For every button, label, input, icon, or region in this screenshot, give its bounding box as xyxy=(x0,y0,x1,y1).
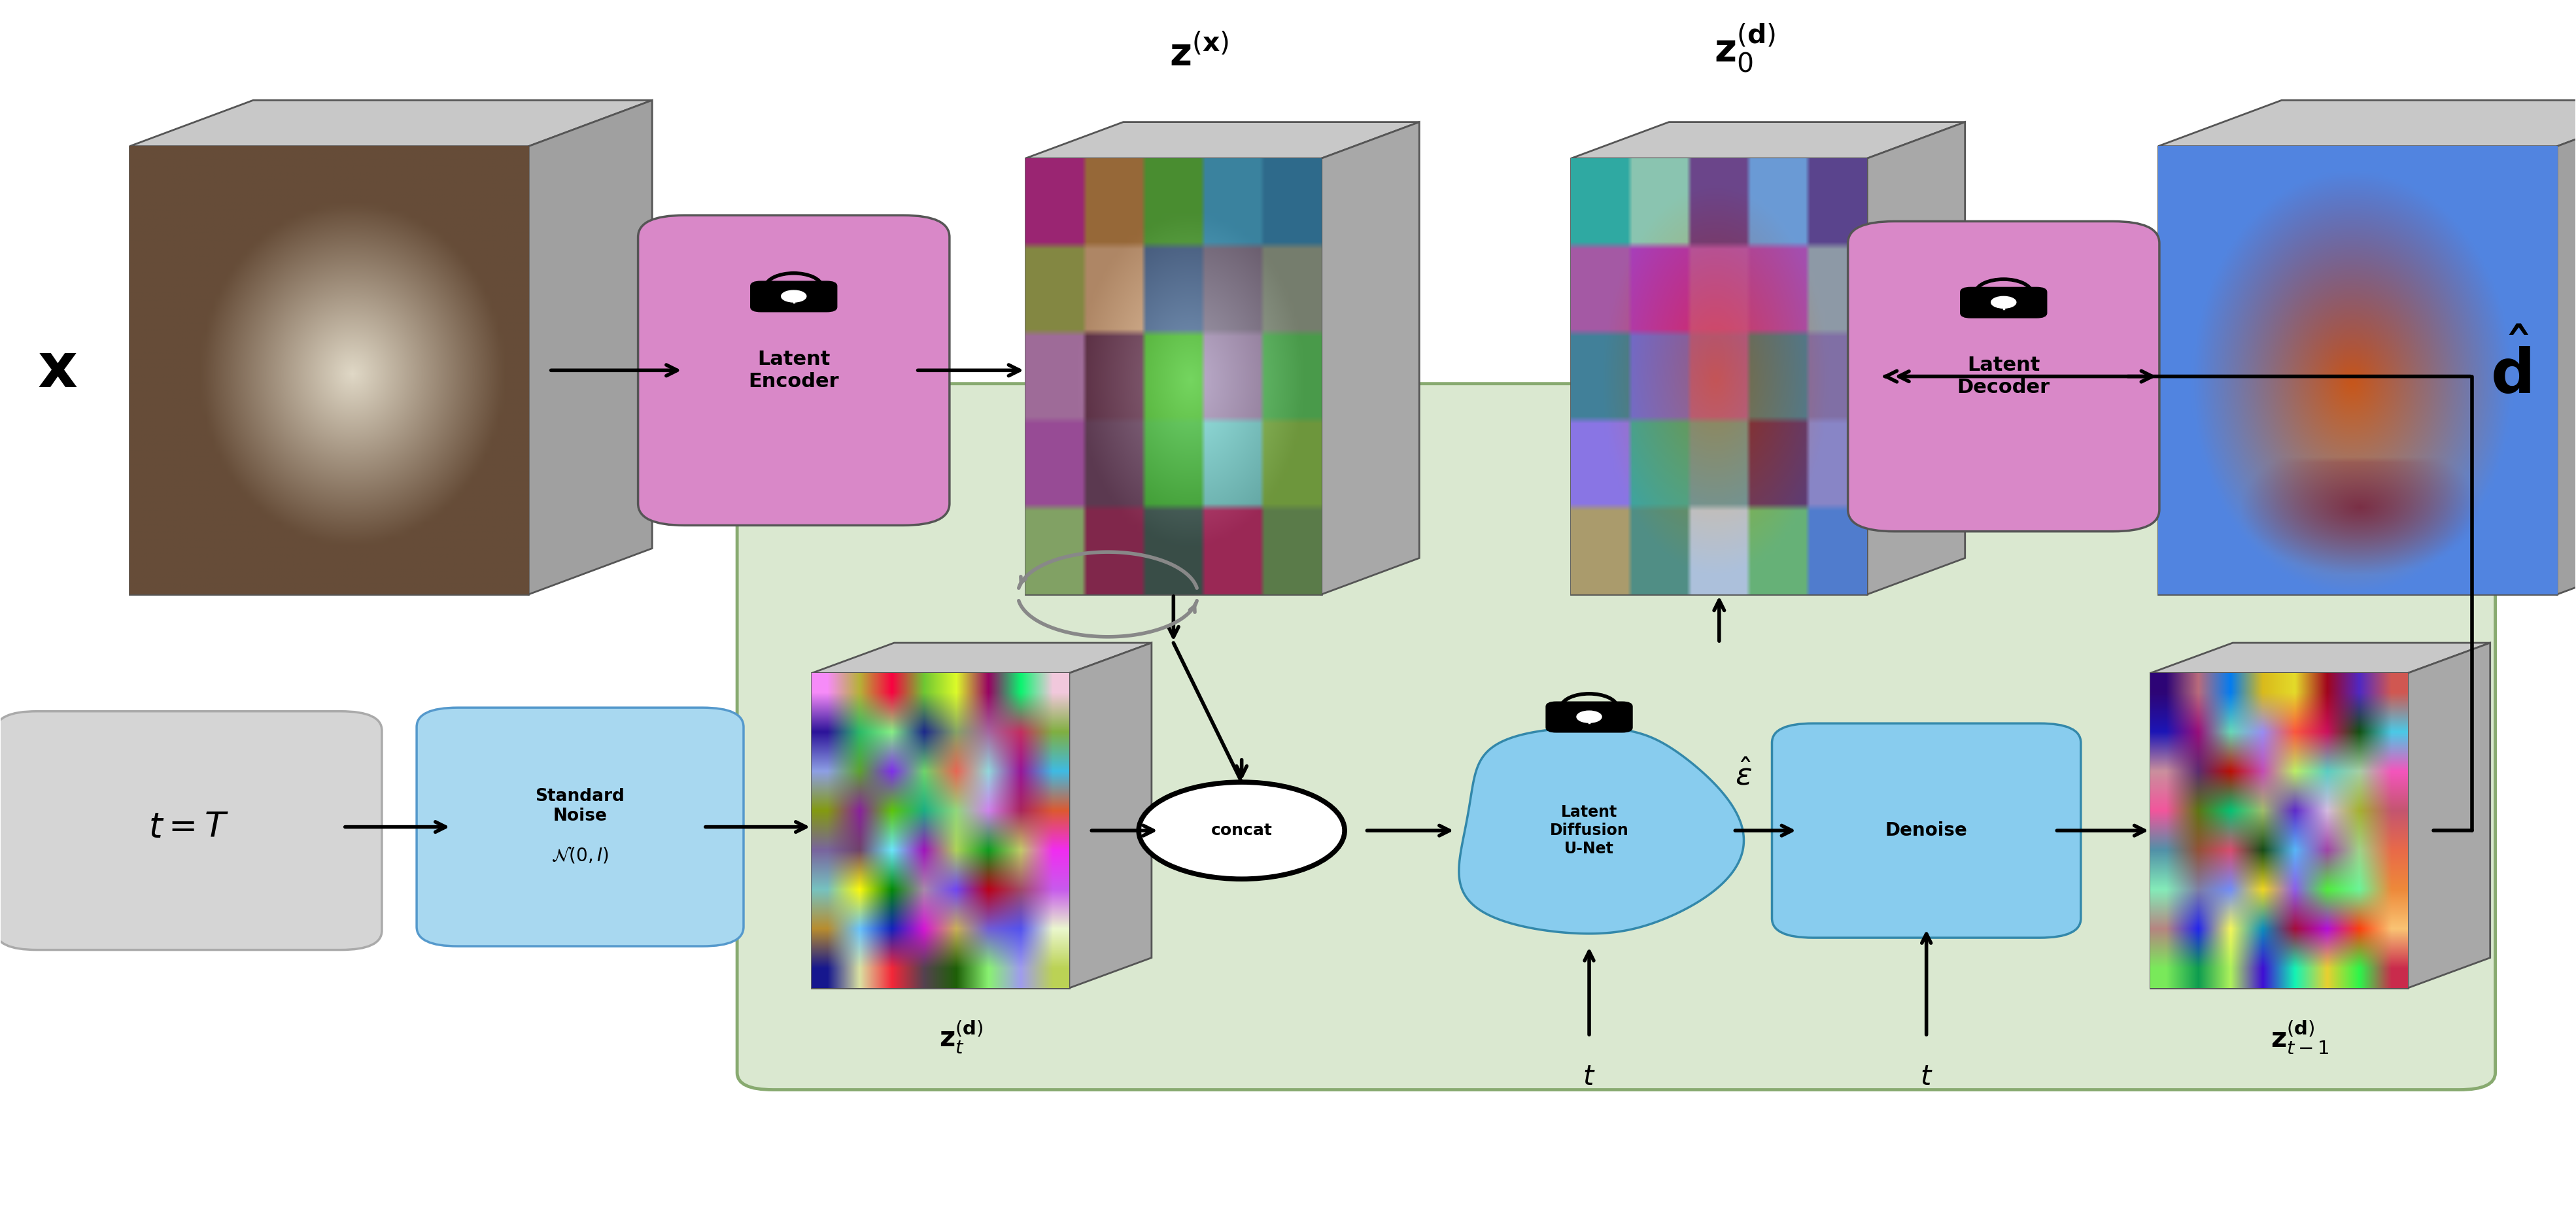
Polygon shape xyxy=(129,101,652,147)
Text: $t = T$: $t = T$ xyxy=(149,810,229,844)
Text: Denoise: Denoise xyxy=(1886,821,1968,839)
Text: Latent
Diffusion
U-Net: Latent Diffusion U-Net xyxy=(1551,804,1628,856)
FancyBboxPatch shape xyxy=(0,711,381,950)
Text: $\hat{\epsilon}$: $\hat{\epsilon}$ xyxy=(1736,761,1752,792)
Polygon shape xyxy=(2159,147,2558,594)
FancyBboxPatch shape xyxy=(639,215,951,525)
Polygon shape xyxy=(1321,123,1419,594)
Text: $\mathcal{N}(0, I)$: $\mathcal{N}(0, I)$ xyxy=(551,845,608,865)
FancyBboxPatch shape xyxy=(750,281,837,312)
Text: Latent
Encoder: Latent Encoder xyxy=(750,349,840,391)
Circle shape xyxy=(1991,296,2017,308)
FancyBboxPatch shape xyxy=(417,707,744,946)
Polygon shape xyxy=(129,147,528,594)
Text: $\hat{\mathbf{d}}$: $\hat{\mathbf{d}}$ xyxy=(2491,334,2532,406)
Polygon shape xyxy=(2409,643,2491,989)
Text: $t$: $t$ xyxy=(1582,1063,1595,1090)
Text: $\mathbf{z}^{(\mathbf{x})}$: $\mathbf{z}^{(\mathbf{x})}$ xyxy=(1170,35,1229,74)
Circle shape xyxy=(781,290,806,302)
Polygon shape xyxy=(1069,643,1151,989)
Polygon shape xyxy=(1868,123,1965,594)
Polygon shape xyxy=(811,643,1151,673)
Text: $\mathbf{z}_0^{(\mathbf{d})}$: $\mathbf{z}_0^{(\mathbf{d})}$ xyxy=(1713,22,1775,74)
FancyBboxPatch shape xyxy=(737,383,2496,1089)
Polygon shape xyxy=(2159,101,2576,147)
Circle shape xyxy=(1577,711,1602,723)
Polygon shape xyxy=(1458,728,1744,934)
Polygon shape xyxy=(2151,673,2409,989)
Text: Standard
Noise: Standard Noise xyxy=(536,788,626,825)
Polygon shape xyxy=(1025,123,1419,159)
Polygon shape xyxy=(2151,643,2491,673)
FancyBboxPatch shape xyxy=(1546,702,1633,733)
FancyBboxPatch shape xyxy=(1847,221,2159,531)
Text: $t$: $t$ xyxy=(1919,1063,1932,1090)
Text: Latent
Decoder: Latent Decoder xyxy=(1958,355,2050,397)
Polygon shape xyxy=(1571,123,1965,159)
FancyBboxPatch shape xyxy=(1772,723,2081,938)
Polygon shape xyxy=(2558,101,2576,594)
Text: $\mathbf{z}_t^{(\mathbf{d})}$: $\mathbf{z}_t^{(\mathbf{d})}$ xyxy=(938,1018,984,1055)
Circle shape xyxy=(1139,782,1345,879)
Text: $\mathbf{z}_{t-1}^{(\mathbf{d})}$: $\mathbf{z}_{t-1}^{(\mathbf{d})}$ xyxy=(2269,1018,2329,1055)
Text: $\mathbf{x}$: $\mathbf{x}$ xyxy=(39,340,77,400)
Text: concat: concat xyxy=(1211,822,1273,838)
Polygon shape xyxy=(528,101,652,594)
Polygon shape xyxy=(811,673,1069,989)
Polygon shape xyxy=(1025,159,1321,594)
Polygon shape xyxy=(1571,159,1868,594)
FancyBboxPatch shape xyxy=(1960,287,2048,318)
